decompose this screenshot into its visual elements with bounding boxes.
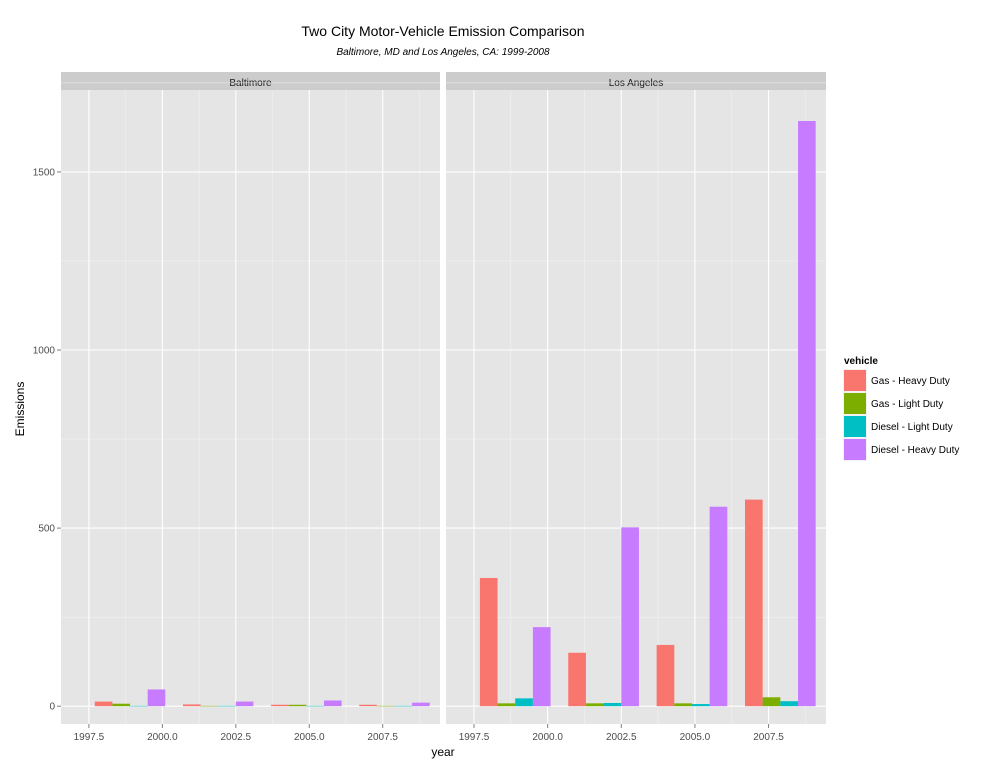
bar [412, 702, 430, 707]
legend-label: Diesel - Light Duty [871, 422, 953, 433]
y-axis-title: Emissions [13, 382, 27, 437]
legend-item: Gas - Light Duty [843, 392, 943, 415]
legend-swatch [844, 393, 866, 414]
bar [709, 506, 728, 707]
legend-swatch [844, 370, 866, 391]
bar [235, 701, 254, 707]
bar [656, 644, 675, 707]
bar [568, 652, 586, 707]
bar [479, 577, 498, 707]
bar [798, 120, 816, 707]
chart-title: Two City Motor-Vehicle Emission Comparis… [301, 23, 584, 39]
legend-label: Diesel - Heavy Duty [871, 445, 959, 456]
y-tick-label: 500 [38, 524, 55, 535]
panel-background [61, 90, 440, 724]
panel-baltimore: Baltimore 1997.5 2000.0 2002.5 2005.0 2007.5 0… [33, 72, 440, 743]
y-tick-label: 1500 [33, 167, 56, 178]
legend-item: Diesel - Light Duty [843, 415, 953, 438]
bar [744, 499, 763, 707]
bar [147, 689, 166, 707]
x-tick-label: 2002.5 [221, 732, 252, 743]
x-tick-label: 1997.5 [74, 732, 105, 743]
bar [130, 705, 148, 707]
bar [621, 527, 639, 707]
legend-swatch [844, 439, 866, 460]
bar [359, 704, 377, 707]
legend-label: Gas - Heavy Duty [871, 376, 950, 387]
bar [288, 704, 307, 707]
panel-los-angeles: Los Angeles 1997.5 2000.0 2002.5 2005.0 2007.… [446, 72, 826, 743]
bar [762, 697, 781, 707]
x-tick-label: 2000.0 [532, 732, 563, 743]
x-tick-label: 2000.0 [147, 732, 178, 743]
bar [780, 701, 799, 707]
bar [306, 705, 324, 707]
facet-strip-label: Los Angeles [609, 78, 664, 89]
legend-swatch [844, 416, 866, 437]
bar [532, 627, 551, 707]
x-tick-label: 2005.0 [680, 732, 711, 743]
bar [497, 703, 516, 707]
legend-item: Gas - Heavy Duty [843, 369, 950, 392]
legend: vehicle Gas - Heavy Duty Gas - Light Duty… [843, 356, 959, 461]
bar [94, 701, 113, 707]
bar [376, 705, 395, 707]
y-tick-label: 0 [49, 702, 55, 713]
bar [271, 704, 289, 707]
bar [674, 703, 692, 707]
bar [585, 703, 604, 707]
y-tick-label: 1000 [33, 346, 56, 357]
legend-items: Gas - Heavy Duty Gas - Light Duty Diesel -… [843, 369, 959, 461]
bar [691, 704, 710, 707]
x-tick-label: 1997.5 [459, 732, 490, 743]
facet-strip [446, 72, 826, 90]
x-tick-label: 2002.5 [606, 732, 637, 743]
bar [603, 702, 622, 707]
x-tick-label: 2007.5 [753, 732, 784, 743]
legend-label: Gas - Light Duty [871, 399, 943, 410]
bar [394, 705, 413, 707]
x-tick-label: 2007.5 [367, 732, 398, 743]
legend-item: Diesel - Heavy Duty [843, 438, 959, 461]
bar [182, 704, 201, 707]
facet-panels: Baltimore 1997.5 2000.0 2002.5 2005.0 2007.5 0… [33, 72, 826, 743]
bar [112, 703, 131, 707]
facet-strip [61, 72, 440, 90]
facet-strip-label: Baltimore [229, 78, 272, 89]
chart-subtitle: Baltimore, MD and Los Angeles, CA: 1999-… [336, 47, 550, 58]
bar [515, 698, 533, 707]
bar [218, 705, 236, 707]
bar [200, 705, 219, 707]
legend-title: vehicle [844, 356, 878, 367]
bar [323, 700, 342, 707]
x-axis-title: year [431, 745, 454, 759]
x-tick-label: 2005.0 [294, 732, 325, 743]
